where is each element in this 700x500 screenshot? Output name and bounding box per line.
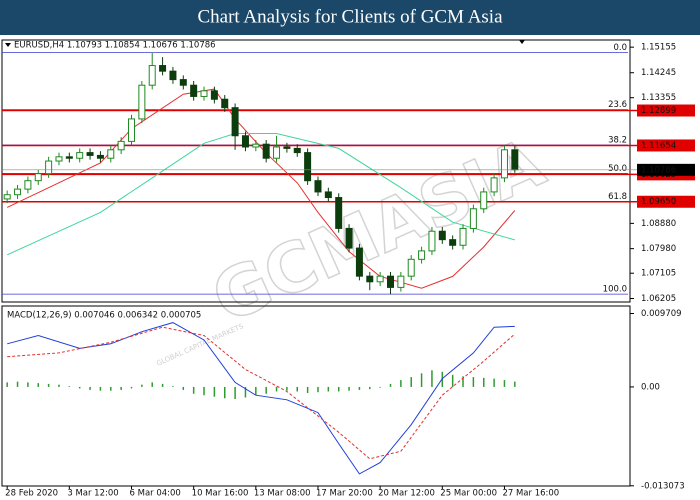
candle-body: [397, 275, 405, 288]
key-level-label: 1.12899: [641, 106, 676, 116]
candle-body: [24, 180, 32, 190]
candle-body: [138, 84, 146, 120]
candle-body: [469, 208, 477, 229]
y-tick-label: 1.08880: [641, 219, 676, 229]
y-tick-label: 1.06205: [641, 294, 676, 304]
candle-body: [179, 79, 187, 86]
fib-label: 100.0: [603, 285, 627, 295]
candle-body: [76, 152, 84, 159]
candle-body: [273, 146, 281, 159]
candle-body: [190, 84, 198, 97]
candle-body: [262, 143, 270, 159]
key-level-box: [637, 104, 695, 117]
y-tick-label: 1.15155: [641, 43, 676, 53]
candle-body: [428, 230, 436, 252]
candle-body: [231, 107, 239, 137]
x-tick-label: 25 Mar 00:00: [440, 489, 497, 499]
candle-body: [293, 147, 301, 154]
candle-body: [283, 146, 291, 149]
candle-body: [480, 191, 488, 210]
x-tick-label: 10 Mar 16:00: [192, 489, 249, 499]
macd-panel-frame: [1, 305, 631, 487]
page-title: Chart Analysis for Clients of GCM Asia: [197, 6, 503, 27]
candle-body: [221, 98, 229, 109]
candle-body: [407, 258, 415, 277]
candle-body: [200, 90, 208, 97]
candle-body: [459, 227, 467, 246]
macd-header: MACD(12,26,9) 0.007046 0.006342 0.000705: [7, 311, 201, 321]
shift-marker: [519, 40, 525, 44]
candle-body: [159, 65, 167, 72]
candle-body: [376, 275, 384, 283]
candle-body: [14, 188, 22, 196]
x-tick-label: 3 Mar 12:00: [67, 489, 118, 499]
candle-body: [449, 239, 457, 246]
fib-label: 23.6: [608, 100, 627, 110]
x-tick-label: 13 Mar 08:00: [254, 489, 311, 499]
candle-body: [438, 230, 446, 241]
title-bar: [0, 0, 700, 35]
candle-body: [500, 149, 508, 179]
candle-body: [366, 275, 374, 283]
x-tick-label: 17 Mar 20:00: [316, 489, 373, 499]
x-tick-label: 6 Mar 04:00: [130, 489, 181, 499]
candle-body: [169, 70, 177, 81]
candle-body: [314, 180, 322, 193]
key-level-label: 1.11654: [641, 141, 676, 151]
candle-body: [387, 275, 394, 288]
candle-body: [45, 160, 53, 175]
fib-label: 38.2: [608, 136, 627, 146]
last-price-box: [637, 163, 695, 176]
fib-label: 61.8: [608, 192, 627, 202]
symbol-header: EURUSD,H4 1.10793 1.10854 1.10676 1.1078…: [14, 41, 216, 51]
candle-body: [107, 149, 115, 159]
x-tick-label: 28 Feb 2020: [5, 489, 58, 499]
candle-body: [86, 152, 94, 156]
y-tick-label: -0.013073: [641, 481, 685, 491]
candle-body: [490, 177, 498, 193]
candle-body: [252, 143, 260, 148]
marker: [5, 43, 11, 47]
candle-body: [3, 194, 11, 200]
x-tick-label: 20 Mar 12:00: [378, 489, 435, 499]
candle-body: [55, 156, 63, 162]
candle-body: [418, 250, 426, 260]
y-tick-label: 1.14245: [641, 68, 676, 78]
y-tick-label: 1.07980: [641, 244, 676, 254]
key-level-box: [637, 139, 695, 152]
indicator-line: [6, 88, 516, 289]
key-level-box: [637, 195, 695, 208]
candle-body: [34, 173, 42, 182]
candle-body: [148, 65, 156, 86]
candle-body: [304, 152, 312, 182]
indicator-line: [7, 326, 516, 460]
fib-label: 0.0: [613, 43, 627, 53]
candle-body: [324, 191, 332, 199]
candle-body: [65, 156, 73, 159]
y-tick-label: 1.13355: [641, 93, 676, 103]
fib-label: 50.0: [608, 164, 627, 174]
candle-body: [96, 154, 104, 159]
candle-body: [210, 90, 218, 100]
y-tick-label: 0.00: [641, 382, 660, 392]
candle-body: [335, 197, 343, 229]
candle-body: [241, 135, 249, 148]
candle-body: [128, 118, 135, 142]
candle-body: [117, 140, 125, 151]
x-tick-label: 27 Mar 16:00: [502, 489, 559, 499]
candle-body: [355, 247, 363, 277]
candle-body: [511, 149, 519, 171]
price-panel-frame: [1, 39, 631, 303]
indicator-line: [6, 133, 515, 256]
y-tick-label: 0.009709: [641, 309, 682, 319]
indicator-line: [7, 322, 515, 475]
last-price-label: 1.10786: [641, 165, 676, 175]
key-level-label: 1.09650: [641, 197, 676, 207]
y-tick-label: 1.07105: [641, 269, 676, 279]
candle-body: [345, 227, 353, 249]
